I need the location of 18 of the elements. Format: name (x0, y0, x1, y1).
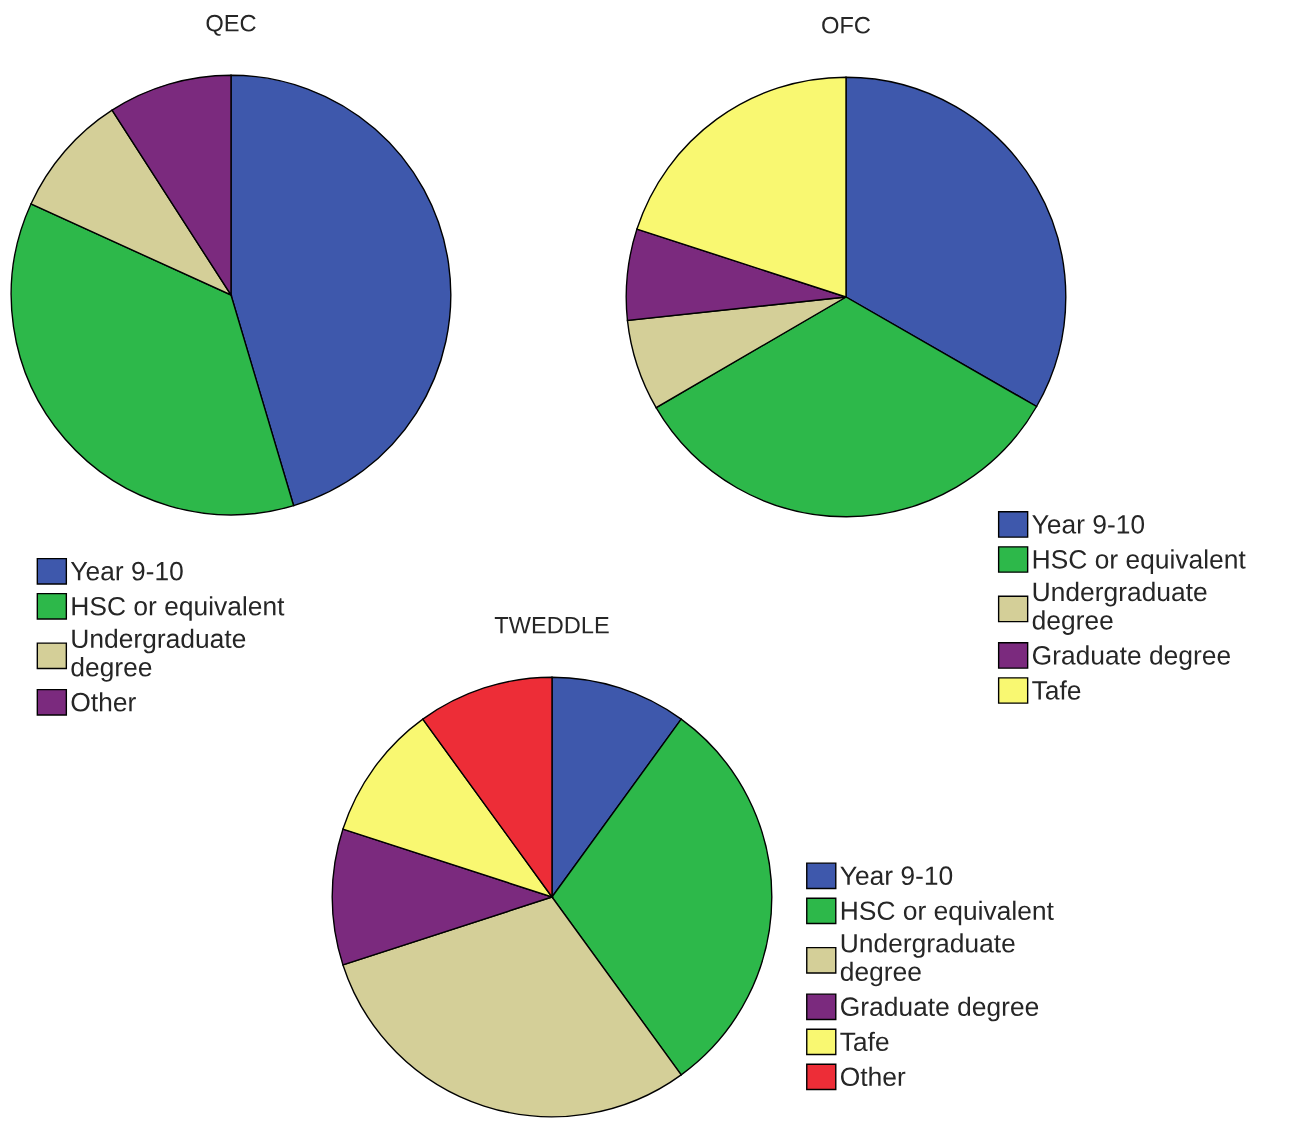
chart-title: OFC (822, 16, 871, 34)
chart-title: QEC (206, 14, 256, 36)
legend-label: Other (840, 1066, 906, 1087)
chart-title: TWEDDLE (494, 617, 609, 634)
legend-label: Graduate degree (841, 996, 1039, 1022)
legend-label: Tafe (1032, 680, 1081, 700)
legend-label: Undergraduate degree (71, 628, 246, 682)
legend-label: Tafe (840, 1031, 889, 1052)
legend-label: Year 9-10 (70, 561, 183, 581)
legend-label: Graduate degree (1032, 645, 1230, 670)
legend-label: HSC or equivalent (841, 900, 1054, 926)
legend-label: Undergraduate degree (840, 933, 1015, 987)
legend-label: Year 9-10 (1032, 515, 1145, 534)
legend-label: Year 9-10 (840, 866, 953, 886)
legend-label: Undergraduate degree (1032, 581, 1207, 635)
legend-label: HSC or equivalent (72, 596, 285, 621)
legend-label: Other (71, 692, 136, 712)
legend-label: HSC or equivalent (1033, 549, 1246, 574)
